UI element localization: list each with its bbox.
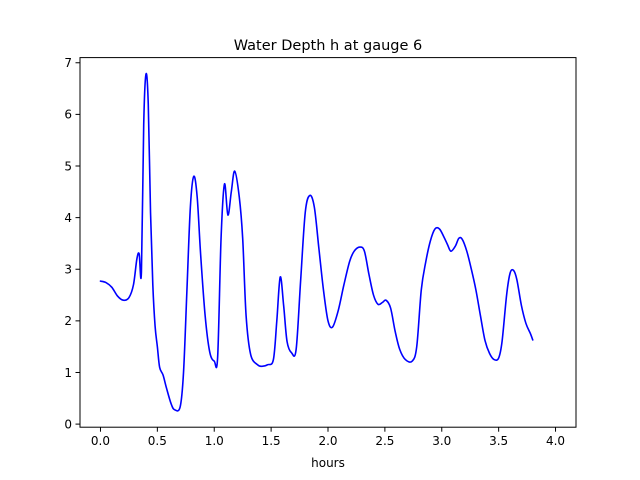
x-tick-label: 0.5 — [148, 434, 167, 448]
x-tick-label: 2.0 — [318, 434, 337, 448]
x-tick-label: 1.0 — [205, 434, 224, 448]
y-tick-label: 1 — [64, 366, 72, 380]
plot-area — [99, 72, 534, 412]
x-tick-label: 2.5 — [375, 434, 394, 448]
x-tick-label: 0.0 — [91, 434, 110, 448]
x-tick-label: 1.5 — [262, 434, 281, 448]
x-tick-label: 3.5 — [489, 434, 508, 448]
series-line-water-depth — [99, 72, 534, 412]
y-tick-label: 0 — [64, 417, 72, 431]
y-tick-label: 6 — [64, 108, 72, 122]
y-tick-label: 7 — [64, 56, 72, 70]
x-tick-label: 3.0 — [432, 434, 451, 448]
y-tick-label: 3 — [64, 263, 72, 277]
y-tick-label: 5 — [64, 159, 72, 173]
x-axis: 0.0 0.5 1.0 1.5 2.0 2.5 3.0 3.5 4.0 — [91, 427, 565, 448]
y-axis: 0 1 2 3 4 5 6 7 — [64, 56, 80, 431]
x-tick-label: 4.0 — [546, 434, 565, 448]
plot-frame — [79, 57, 577, 428]
y-tick-label: 2 — [64, 314, 72, 328]
x-axis-label: hours — [311, 456, 345, 470]
y-tick-label: 4 — [64, 211, 72, 225]
chart-title: Water Depth h at gauge 6 — [234, 38, 422, 54]
